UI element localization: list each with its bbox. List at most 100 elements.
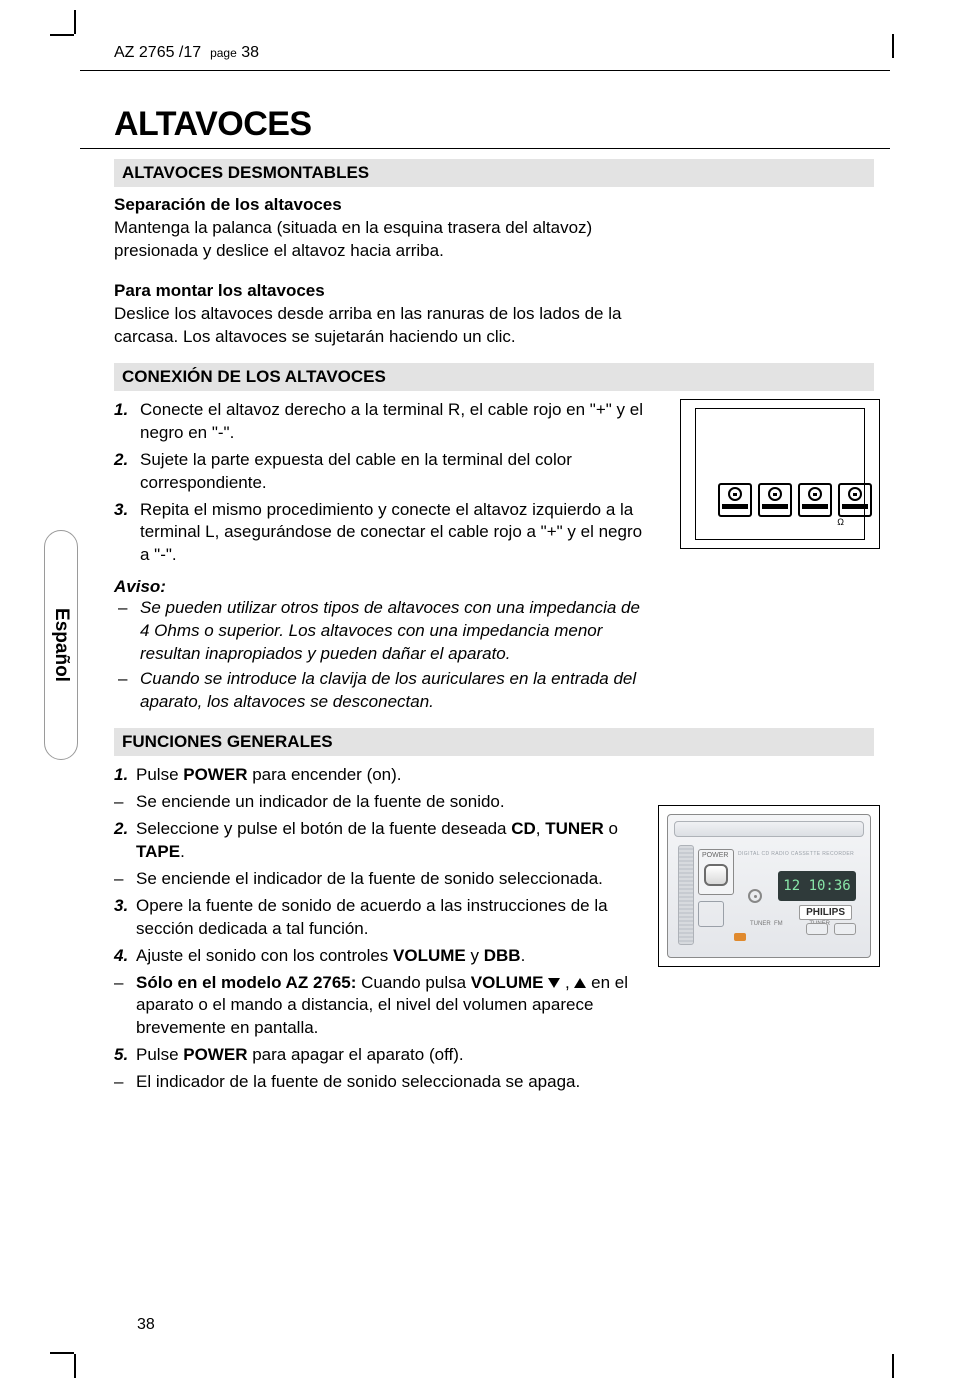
- text: Pulse: [136, 765, 183, 784]
- boombox-handle-icon: [674, 821, 864, 837]
- text: y: [466, 946, 484, 965]
- list-item: 4. Ajuste el sonido con los controles VOL…: [114, 945, 644, 968]
- page: AZ 2765 /17 page 38 ALTAVOCES Español AL…: [80, 40, 890, 1098]
- content: ALTAVOCES DESMONTABLES Separación de los…: [114, 159, 890, 1094]
- text-bold: VOLUME: [393, 946, 466, 965]
- text-bold: CD: [511, 819, 536, 838]
- text: Pulse: [136, 1045, 183, 1064]
- text: Cuando pulsa: [356, 973, 470, 992]
- text-bold: DBB: [484, 946, 521, 965]
- knob-row: [806, 923, 856, 935]
- model-code: AZ 2765 /17: [114, 44, 201, 61]
- aviso-text: Se pueden utilizar otros tipos de altavo…: [140, 598, 640, 663]
- step-number: 5.: [114, 1044, 128, 1067]
- text: Seleccione y pulse el botón de la fuente…: [136, 819, 511, 838]
- step-number: 1.: [114, 764, 128, 787]
- text-bold: VOLUME: [471, 973, 544, 992]
- list-item: 2. Seleccione y pulse el botón de la fuen…: [114, 818, 644, 864]
- paragraph: Deslice los altavoces desde arriba en la…: [114, 303, 644, 349]
- crop-mark: [892, 34, 894, 58]
- speaker-grille-icon: [678, 845, 694, 945]
- list-item: Cuando se introduce la clavija de los au…: [114, 668, 644, 714]
- text-bold: TUNER: [545, 819, 604, 838]
- power-label: POWER: [702, 852, 728, 859]
- crop-mark: [892, 1354, 894, 1378]
- triangle-down-icon: [548, 978, 560, 988]
- step-number: 2.: [114, 449, 128, 472]
- boombox-outline: DIGITAL CD RADIO CASSETTE RECORDER POWER…: [667, 814, 871, 958]
- language-tab: Español: [44, 530, 78, 760]
- tuner-label: TUNER: [750, 921, 771, 927]
- terminal-row: [718, 483, 872, 517]
- dash: –: [114, 791, 123, 814]
- boombox-stripe-label: DIGITAL CD RADIO CASSETTE RECORDER: [738, 851, 854, 857]
- step-number: 3.: [114, 895, 128, 918]
- triangle-up-icon: [574, 978, 586, 988]
- text: Ajuste el sonido con los controles: [136, 946, 393, 965]
- dash: –: [114, 868, 123, 891]
- list-item: Se pueden utilizar otros tipos de altavo…: [114, 597, 644, 666]
- text-bold: POWER: [183, 1045, 247, 1064]
- page-title: ALTAVOCES: [114, 105, 890, 144]
- text: Se enciende el indicador de la fuente de…: [136, 869, 603, 888]
- speaker-terminal-icon: [758, 483, 792, 517]
- step-number: 4.: [114, 945, 128, 968]
- list-item: 5. Pulse POWER para apagar el aparato (of…: [114, 1044, 644, 1067]
- funciones-list: 1.Pulse POWER para encender (on). –Se en…: [114, 764, 644, 1094]
- text-bold: POWER: [183, 765, 247, 784]
- power-button-shape: [704, 864, 728, 886]
- figure-inner: Ω: [695, 408, 865, 540]
- numbered-list: 1.Conecte el altavoz derecho a la termin…: [114, 399, 644, 568]
- dash: –: [114, 1071, 123, 1094]
- paragraph: Mantenga la palanca (situada en la esqui…: [114, 217, 644, 263]
- crop-mark: [50, 34, 74, 36]
- fm-label: FM: [774, 921, 783, 927]
- step-number: 2.: [114, 818, 128, 841]
- text: o: [604, 819, 618, 838]
- figure-terminals: Ω: [680, 399, 880, 549]
- aviso-text: Cuando se introduce la clavija de los au…: [140, 669, 636, 711]
- list-item: 1.Conecte el altavoz derecho a la termin…: [114, 399, 644, 445]
- crop-mark: [74, 1354, 76, 1378]
- page-word: page: [210, 46, 237, 60]
- list-item: 3. Opere la fuente de sonido de acuerdo a…: [114, 895, 644, 941]
- figure-boombox: DIGITAL CD RADIO CASSETTE RECORDER POWER…: [658, 805, 880, 967]
- list-item: –Se enciende el indicador de la fuente d…: [114, 868, 644, 891]
- page-number-footer: 38: [137, 1316, 155, 1334]
- list-item: –Sólo en el modelo AZ 2765: Cuando pulsa…: [114, 972, 644, 1041]
- subheading-separacion: Separación de los altavoces: [114, 195, 644, 215]
- text: El indicador de la fuente de sonido sele…: [136, 1072, 580, 1091]
- text: Opere la fuente de sonido de acuerdo a l…: [136, 896, 608, 938]
- knob-icon: [834, 923, 856, 935]
- text: ,: [536, 819, 545, 838]
- dash: –: [114, 972, 123, 995]
- section-bar-conexion: CONEXIÓN DE LOS ALTAVOCES: [114, 363, 874, 391]
- text: Se enciende un indicador de la fuente de…: [136, 792, 505, 811]
- text-bold: Sólo en el modelo AZ 2765:: [136, 973, 356, 992]
- crop-mark: [50, 1352, 74, 1354]
- section-bar-funciones: FUNCIONES GENERALES: [114, 728, 874, 756]
- text-bold: TAPE: [136, 842, 180, 861]
- speaker-terminal-icon: [798, 483, 832, 517]
- step-text: Conecte el altavoz derecho a la terminal…: [140, 400, 643, 442]
- boombox-face: DIGITAL CD RADIO CASSETTE RECORDER POWER…: [698, 843, 860, 947]
- text: para apagar el aparato (off).: [247, 1045, 463, 1064]
- step-text: Repita el mismo procedimiento y conecte …: [140, 500, 642, 565]
- lcd-display: 12 10:36: [778, 871, 856, 901]
- list-item: 1.Pulse POWER para encender (on).: [114, 764, 644, 787]
- section-bar-altavoces-desmontables: ALTAVOCES DESMONTABLES: [114, 159, 874, 187]
- text: .: [180, 842, 185, 861]
- headphone-symbol: Ω: [837, 517, 844, 527]
- text: .: [521, 946, 526, 965]
- list-item: 2. Sujete la parte expuesta del cable en …: [114, 449, 644, 495]
- aviso-list: Se pueden utilizar otros tipos de altavo…: [114, 597, 644, 714]
- title-rule: [80, 148, 890, 149]
- language-label: Español: [50, 608, 72, 682]
- brand-label: PHILIPS: [799, 905, 852, 920]
- speaker-terminal-icon: [718, 483, 752, 517]
- step-text: Sujete la parte expuesta del cable en la…: [140, 450, 572, 492]
- cd-icon: [748, 889, 762, 903]
- list-item: –Se enciende un indicador de la fuente d…: [114, 791, 644, 814]
- step-number: 3.: [114, 499, 128, 522]
- orange-accent-icon: [734, 933, 746, 941]
